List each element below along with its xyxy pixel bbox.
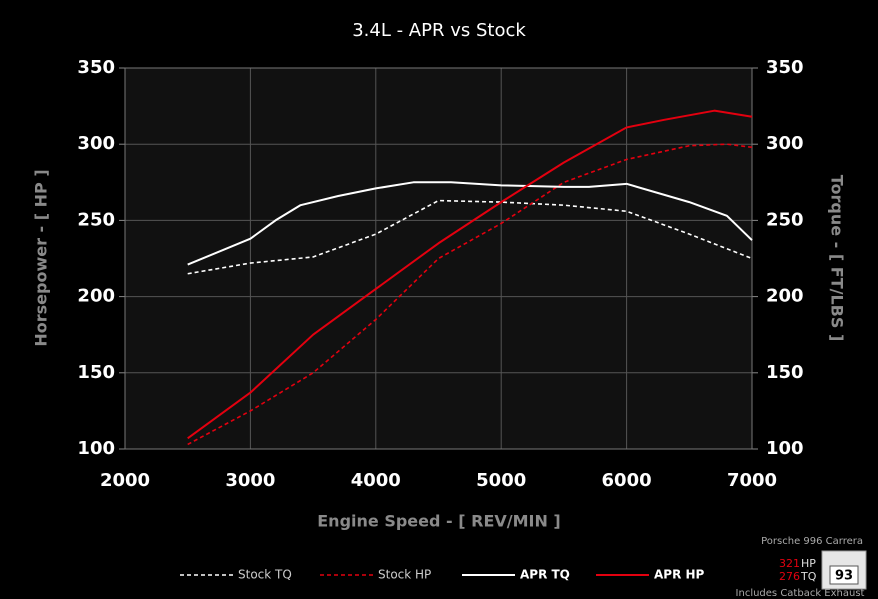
y2-tick-label: 200 — [766, 286, 804, 307]
y-axis-label: Horsepower - [ HP ] — [32, 169, 51, 346]
y2-tick-label: 300 — [766, 133, 804, 154]
y2-tick-label: 100 — [766, 438, 804, 459]
car-name: Porsche 996 Carrera — [761, 536, 863, 547]
y2-tick-label: 350 — [766, 57, 804, 78]
x-tick-label: 6000 — [602, 470, 652, 491]
series-line — [187, 109, 753, 440]
octane-inner — [829, 565, 859, 585]
y-tick-label: 200 — [77, 286, 115, 307]
plot-area — [125, 68, 752, 449]
x-tick-label: 7000 — [727, 470, 777, 491]
legend-label: Stock TQ — [238, 568, 292, 582]
octane-value: 93 — [835, 569, 853, 584]
badge-hp-value: 321 — [779, 557, 800, 570]
badge-tq-value: 276 — [779, 570, 800, 583]
y2-axis-label: Torque - [ FT/LBS ] — [828, 175, 847, 342]
footnote: Includes Catback Exhaust — [736, 588, 865, 599]
badge-hp-unit: HP — [801, 557, 816, 570]
y-tick-label: 100 — [77, 438, 115, 459]
x-tick-label: 4000 — [351, 470, 401, 491]
legend-label: Stock HP — [378, 568, 431, 582]
x-tick-label: 3000 — [225, 470, 275, 491]
legend-label: APR TQ — [520, 568, 570, 582]
series-line — [187, 143, 753, 446]
plot-border — [124, 67, 753, 450]
x-tick-label: 5000 — [476, 470, 526, 491]
series-line — [187, 181, 753, 266]
badge-tq-unit: TQ — [800, 570, 817, 583]
x-tick-label: 2000 — [100, 470, 150, 491]
y-tick-label: 300 — [77, 133, 115, 154]
chart-title: 3.4L - APR vs Stock — [352, 20, 526, 41]
y2-tick-label: 150 — [766, 362, 804, 383]
y2-tick-label: 250 — [766, 209, 804, 230]
y-tick-label: 150 — [77, 362, 115, 383]
y-tick-label: 350 — [77, 57, 115, 78]
y-tick-label: 250 — [77, 209, 115, 230]
x-axis-label: Engine Speed - [ REV/MIN ] — [317, 512, 561, 531]
series-line — [187, 199, 753, 275]
legend-label: APR HP — [654, 568, 705, 582]
